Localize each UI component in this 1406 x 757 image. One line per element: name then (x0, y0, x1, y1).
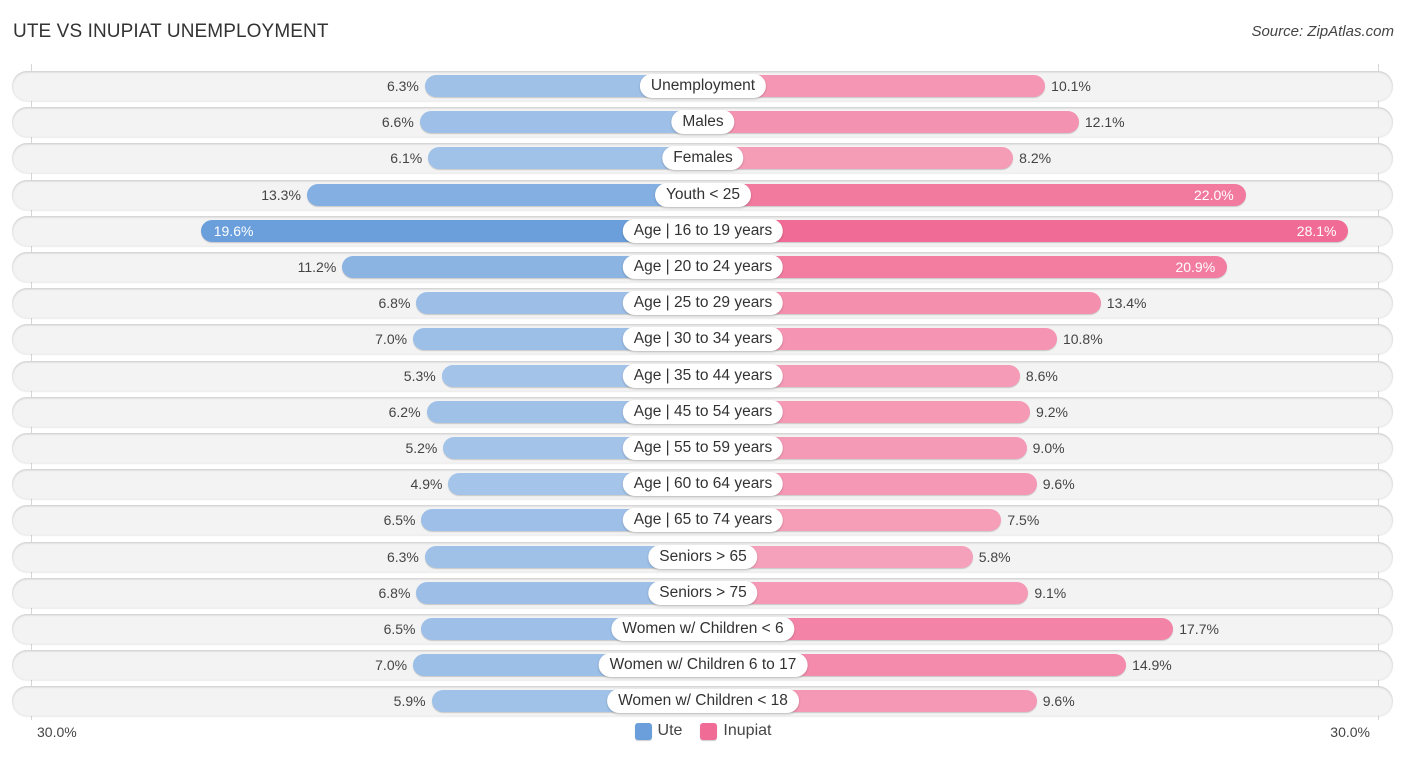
value-label-ute: 6.5% (383, 621, 416, 637)
bar-inupiat[interactable] (703, 219, 1349, 242)
axis-label-right: 30.0% (1330, 724, 1370, 740)
bar-ute[interactable] (306, 183, 703, 206)
value-label-inupiat: 22.0% (1194, 186, 1234, 203)
value-label-ute: 19.6% (213, 222, 254, 239)
legend-item-ute[interactable]: Ute (634, 722, 683, 740)
value-label-ute: 7.0% (375, 657, 408, 674)
value-label-inupiat: 14.9% (1132, 657, 1172, 674)
value-label-ute: 6.3% (386, 78, 419, 94)
value-label-inupiat: 9.6% (1042, 693, 1075, 710)
category-label: Age | 25 to 29 years (622, 291, 784, 316)
bar-ute[interactable] (200, 219, 703, 242)
legend-label-inupiat: Inupiat (723, 722, 772, 739)
source-credit: Source: ZipAtlas.com (1251, 23, 1394, 40)
bar-ute[interactable] (424, 75, 703, 97)
legend-label-ute: Ute (657, 722, 683, 739)
axis-line-left (31, 64, 32, 720)
legend-swatch-ute (634, 722, 652, 740)
value-label-inupiat: 20.9% (1175, 259, 1216, 275)
bar-inupiat[interactable] (703, 618, 1174, 640)
value-label-inupiat: 9.2% (1036, 403, 1068, 420)
value-label-ute: 6.3% (386, 548, 419, 565)
value-label-inupiat: 10.8% (1062, 331, 1103, 348)
value-label-ute: 6.8% (378, 295, 411, 312)
value-label-inupiat: 13.4% (1106, 295, 1147, 312)
value-label-inupiat: 9.0% (1032, 440, 1065, 456)
category-label: Age | 65 to 74 years (622, 508, 784, 533)
value-label-inupiat: 9.6% (1042, 476, 1075, 493)
category-label: Age | 45 to 54 years (622, 399, 784, 424)
bar-inupiat[interactable] (703, 256, 1228, 278)
axis-label-left: 30.0% (37, 724, 77, 740)
value-label-ute: 5.2% (405, 440, 438, 456)
category-label: Age | 16 to 19 years (622, 218, 784, 243)
bar-inupiat[interactable] (703, 654, 1127, 677)
legend-item-inupiat[interactable]: Inupiat (700, 722, 771, 740)
category-label: Seniors > 75 (648, 580, 758, 605)
axis-line-right (1378, 64, 1379, 720)
bar-inupiat[interactable] (703, 437, 1027, 459)
value-label-inupiat: 5.8% (978, 548, 1011, 565)
legend-swatch-inupiat (700, 722, 718, 740)
legend: Ute Inupiat (0, 722, 1406, 740)
bar-inupiat[interactable] (703, 400, 1031, 423)
bar-inupiat[interactable] (703, 111, 1079, 134)
category-label: Age | 20 to 24 years (622, 255, 784, 279)
value-label-ute: 6.1% (390, 150, 423, 167)
bar-ute[interactable] (424, 545, 703, 568)
category-label: Females (662, 146, 744, 171)
value-label-ute: 5.3% (403, 367, 436, 384)
value-label-ute: 5.9% (393, 693, 426, 710)
value-label-ute: 4.9% (410, 476, 443, 493)
bar-inupiat[interactable] (703, 545, 973, 568)
value-label-ute: 6.6% (381, 114, 414, 131)
category-label: Age | 35 to 44 years (622, 363, 784, 388)
value-label-ute: 6.8% (378, 584, 411, 601)
bar-inupiat[interactable] (703, 328, 1057, 351)
value-label-inupiat: 8.6% (1025, 367, 1058, 384)
value-label-ute: 6.2% (388, 403, 421, 420)
bar-inupiat[interactable] (703, 183, 1246, 206)
category-label: Youth < 25 (655, 182, 751, 207)
category-label: Women w/ Children < 6 (611, 617, 795, 641)
value-label-ute: 7.0% (375, 331, 408, 348)
value-label-inupiat: 8.2% (1019, 150, 1052, 167)
bar-ute[interactable] (416, 581, 703, 604)
value-label-inupiat: 17.7% (1179, 621, 1219, 637)
value-label-inupiat: 9.1% (1034, 584, 1067, 601)
bar-inupiat[interactable] (703, 473, 1037, 496)
bar-ute[interactable] (419, 111, 703, 134)
category-label: Women w/ Children 6 to 17 (598, 653, 808, 678)
bar-ute[interactable] (342, 256, 703, 278)
bar-ute[interactable] (428, 147, 703, 170)
value-label-ute: 6.5% (383, 512, 416, 529)
category-label: Age | 30 to 34 years (622, 327, 784, 352)
category-label: Unemployment (639, 74, 767, 98)
category-label: Age | 60 to 64 years (622, 472, 784, 497)
value-label-inupiat: 7.5% (1007, 512, 1040, 529)
chart-title: UTE VS INUPIAT UNEMPLOYMENT (13, 21, 329, 42)
bar-inupiat[interactable] (703, 292, 1101, 315)
value-label-ute: 11.2% (297, 259, 337, 275)
value-label-inupiat: 28.1% (1296, 222, 1337, 239)
bar-inupiat[interactable] (703, 75, 1046, 97)
value-label-ute: 13.3% (261, 186, 301, 203)
value-label-inupiat: 12.1% (1084, 114, 1125, 131)
category-label: Seniors > 65 (648, 544, 758, 569)
bar-inupiat[interactable] (703, 147, 1014, 170)
category-label: Males (671, 110, 735, 135)
category-label: Age | 55 to 59 years (622, 436, 784, 460)
category-label: Women w/ Children < 18 (607, 689, 799, 714)
bar-inupiat[interactable] (703, 364, 1020, 387)
bar-inupiat[interactable] (703, 581, 1029, 604)
value-label-inupiat: 10.1% (1051, 78, 1091, 94)
